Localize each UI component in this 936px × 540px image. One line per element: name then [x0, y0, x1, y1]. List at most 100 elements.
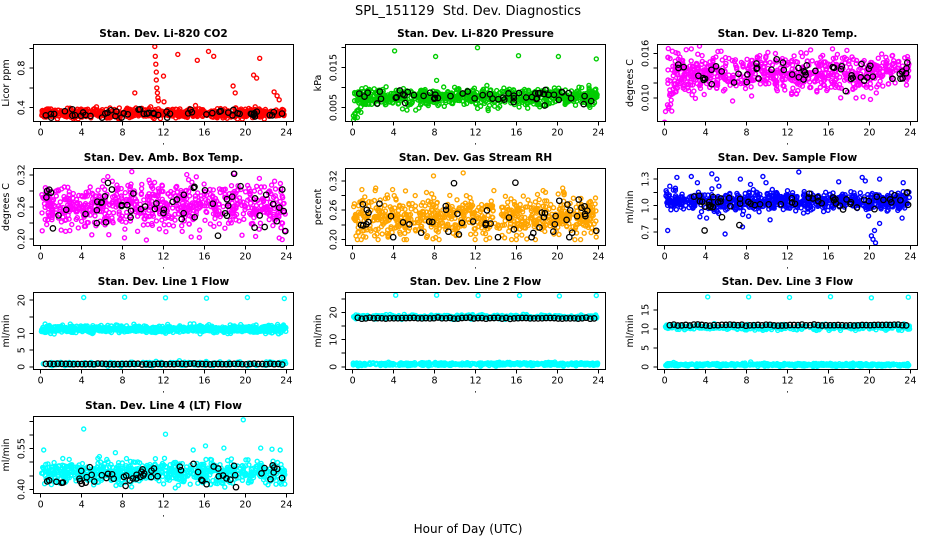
panel-ylabel: percent [313, 189, 324, 226]
svg-text:20: 20 [551, 252, 563, 263]
svg-text:8: 8 [744, 252, 750, 263]
panel-title: Stan. Dev. Line 2 Flow [410, 276, 542, 288]
svg-text:0.015: 0.015 [329, 54, 340, 81]
svg-text:0.32: 0.32 [17, 164, 28, 185]
panel-line4-lt-flow: Stan. Dev. Line 4 (LT) Flow ml/min 0 4 8 12 16… [0, 396, 312, 520]
svg-text:0.26: 0.26 [17, 196, 28, 217]
svg-text:16: 16 [510, 252, 522, 263]
svg-text:4: 4 [703, 252, 709, 263]
svg-text:0.20: 0.20 [329, 229, 340, 250]
svg-text:16: 16 [198, 252, 210, 263]
panel-points [661, 44, 912, 122]
panel-title: Stan. Dev. Line 3 Flow [722, 276, 854, 288]
svg-text:0.4: 0.4 [17, 100, 28, 115]
panel-ylabel: degrees C [625, 59, 636, 107]
panel-line2-flow: Stan. Dev. Line 2 Flow ml/min 0 4 8 12 16 20 24 0… [312, 272, 624, 396]
svg-text:8: 8 [120, 128, 126, 139]
panel-title: Stan. Dev. Li-820 Pressure [397, 28, 554, 40]
svg-text:4: 4 [391, 252, 397, 263]
svg-text:16: 16 [198, 128, 210, 139]
svg-text:24: 24 [592, 252, 604, 263]
svg-text:4: 4 [391, 128, 397, 139]
panel-title: Stan. Dev. Sample Flow [718, 152, 858, 164]
svg-text:16: 16 [510, 128, 522, 139]
panel-ylabel: Licor ppm [1, 59, 12, 106]
panel-sample-flow: Stan. Dev. Sample Flow ml/min 0 4 8 12 16 20 24 0… [624, 148, 936, 272]
svg-text:24: 24 [904, 252, 916, 263]
svg-text:12: 12 [469, 128, 481, 139]
svg-text:24: 24 [280, 252, 292, 263]
svg-text:12: 12 [781, 128, 793, 139]
svg-text:4: 4 [79, 128, 85, 139]
svg-text:8: 8 [432, 252, 438, 263]
panel-xlab-dot: . [162, 385, 165, 396]
svg-text:20: 20 [239, 128, 251, 139]
svg-text:20: 20 [863, 128, 875, 139]
panel-ylabel: ml/min [625, 314, 636, 347]
panel-xlab-dot: . [786, 137, 789, 148]
svg-text:0: 0 [38, 128, 44, 139]
panel-xlab-dot: . [474, 261, 477, 272]
panel-xlab-dot: . [474, 137, 477, 148]
panel-points [662, 294, 913, 370]
svg-text:12: 12 [157, 252, 169, 263]
svg-text:0.26: 0.26 [329, 200, 340, 221]
panel-title: Stan. Dev. Li-820 CO2 [99, 28, 227, 40]
panel-title: Stan. Dev. Gas Stream RH [399, 152, 552, 164]
panel-ylabel: ml/min [313, 314, 324, 347]
panel-li820-temp: Stan. Dev. Li-820 Temp. degrees C 0 4 8 12 16 2… [624, 24, 936, 148]
panel-li820-pressure: Stan. Dev. Li-820 Pressure kPa 0 4 8 12 16 20 24… [312, 24, 624, 148]
svg-text:20: 20 [239, 252, 251, 263]
panel-title: Stan. Dev. Line 4 (LT) Flow [85, 400, 242, 412]
panel-title: Stan. Dev. Amb. Box Temp. [84, 152, 243, 164]
svg-text:20: 20 [863, 252, 875, 263]
svg-text:0.005: 0.005 [329, 94, 340, 121]
svg-text:16: 16 [822, 128, 834, 139]
svg-text:0.32: 0.32 [329, 170, 340, 191]
svg-text:8: 8 [120, 252, 126, 263]
panel-points [39, 169, 289, 243]
panel-ylabel: ml/min [625, 190, 636, 223]
panel-xlab-dot: . [162, 261, 165, 272]
panel-title: Stan. Dev. Line 1 Flow [98, 276, 230, 288]
panel-ylabel: ml/min [1, 314, 12, 347]
svg-text:0.7: 0.7 [641, 225, 652, 240]
svg-text:24: 24 [280, 128, 292, 139]
panel-ylabel: degrees C [1, 183, 12, 231]
svg-text:8: 8 [744, 128, 750, 139]
panel-xlab-dot: . [474, 385, 477, 396]
panel-li820-co2: Stan. Dev. Li-820 CO2 Licor ppm 0 4 8 12 16 20 2… [0, 24, 312, 148]
svg-text:0: 0 [350, 252, 356, 263]
svg-text:12: 12 [469, 252, 481, 263]
panel-grid: Stan. Dev. Li-820 CO2 Licor ppm 0 4 8 12 16 20 2… [0, 24, 936, 520]
panel-points [39, 44, 287, 122]
x-axis-label: Hour of Day (UTC) [413, 522, 523, 536]
svg-text:0.010: 0.010 [641, 84, 652, 111]
figure-title: SPL_151129 Std. Dev. Diagnostics [355, 4, 581, 19]
svg-text:8: 8 [432, 128, 438, 139]
panel-points [39, 417, 288, 491]
svg-text:0.20: 0.20 [17, 229, 28, 250]
panel-line1-flow: Stan. Dev. Line 1 Flow ml/min 0 4 8 12 16 20 24 0… [0, 272, 312, 396]
panel-amb-box-temp: Stan. Dev. Amb. Box Temp. degrees C 0 4 8 12 1… [0, 148, 312, 272]
panel-ylabel: ml/min [1, 438, 12, 471]
panel-points [351, 170, 600, 243]
svg-text:0.8: 0.8 [17, 61, 28, 76]
svg-text:1.0: 1.0 [641, 198, 652, 213]
panel-xlab-dot: . [786, 261, 789, 272]
panel-points [663, 169, 912, 246]
svg-text:20: 20 [551, 128, 563, 139]
panel-title: Stan. Dev. Li-820 Temp. [718, 28, 858, 40]
svg-text:12: 12 [781, 252, 793, 263]
svg-text:4: 4 [703, 128, 709, 139]
panel-gas-stream-rh: Stan. Dev. Gas Stream RH percent 0 4 8 12 16 20… [312, 148, 624, 272]
panel-points [350, 45, 600, 122]
svg-text:24: 24 [592, 128, 604, 139]
svg-text:12: 12 [157, 128, 169, 139]
panel-points [350, 292, 601, 369]
svg-text:0: 0 [662, 128, 668, 139]
svg-text:0: 0 [662, 252, 668, 263]
panel-xlab-dot: . [162, 137, 165, 148]
svg-text:1.3: 1.3 [641, 172, 652, 187]
